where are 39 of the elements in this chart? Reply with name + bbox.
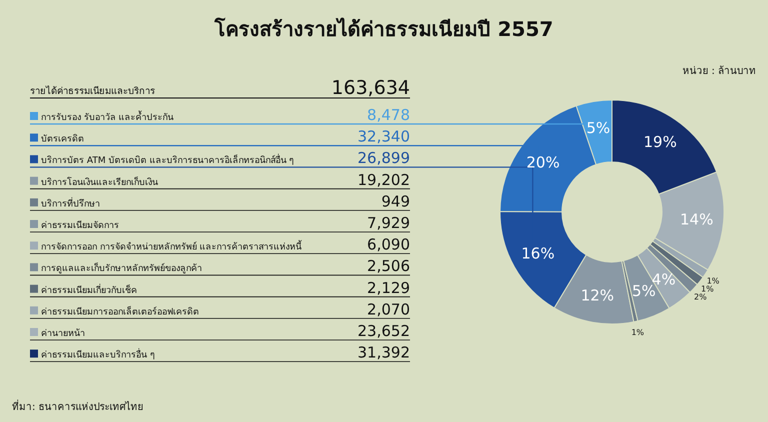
text: 163,634: [331, 77, 410, 99]
legend-label: ค่าธรรมเนียมการออกเล็ตเตอร์ออฟเครดิต: [41, 304, 199, 318]
data-label: 2,129: [367, 278, 410, 297]
data-label: 19,202: [358, 170, 410, 189]
legend-label: การจัดการออก การจัดจำหน่ายหลักทรัพย์ และการค้าตราสารแห่งหนี้: [41, 240, 303, 253]
data-label: 8,478: [367, 106, 410, 124]
chart-title: โครงสร้างรายได้ค่าธรรมเนียมปี 2557: [214, 17, 554, 41]
legend-label: บริการโอนเงินและเรียกเก็บเงิน: [41, 174, 158, 188]
data-label: 949: [381, 192, 410, 210]
data-label: 6,090: [367, 236, 410, 254]
data-label: 26,899: [358, 149, 410, 168]
text: หน่วย : ล้านบาท: [682, 65, 756, 77]
legend-label: การรับรอง รับอาวัล และค้ำประกัน: [41, 110, 174, 123]
legend-label: บริการที่ปรึกษา: [41, 196, 100, 210]
legend-label: ค่าธรรมเนียมเกี่ยวกับเช็ค: [41, 282, 137, 296]
text: 1%: [701, 284, 714, 294]
data-label: 7,929: [367, 214, 410, 232]
text: 2%: [694, 292, 708, 302]
legend-label: การดูแลและเก็บรักษาหลักทรัพย์ของลูกค้า: [41, 261, 202, 274]
data-label: 2,506: [367, 257, 410, 276]
legend-label: ค่าธรรมเนียมและบริการอื่น ๆ: [41, 348, 155, 361]
text: รายได้ค่าธรรมเนียมและบริการ: [30, 85, 155, 97]
text: 14%: [680, 210, 714, 229]
data-label: 31,392: [358, 344, 410, 362]
data-label: 32,340: [358, 128, 410, 146]
legend-label: บริการบัตร ATM บัตรเดบิต และบริการธนาคารอิเล็กทรอนิกส์อื่น ๆ: [41, 153, 294, 166]
text: 19%: [644, 132, 677, 151]
legend-label: ค่าธรรมเนียมจัดการ: [41, 220, 119, 231]
text: 1%: [631, 328, 644, 338]
text: 20%: [526, 153, 560, 172]
data-label: 2,070: [367, 300, 410, 318]
text: ที่มา: ธนาคารแห่งประเทศไทย: [12, 399, 144, 413]
legend-label: ค่านายหน้า: [41, 328, 85, 339]
text: 16%: [521, 244, 555, 263]
legend-label: บัตรเครดิต: [41, 134, 84, 145]
text: 1%: [706, 276, 720, 286]
text: 12%: [580, 286, 614, 305]
data-label: 23,652: [358, 322, 410, 340]
text: 5%: [586, 119, 610, 138]
